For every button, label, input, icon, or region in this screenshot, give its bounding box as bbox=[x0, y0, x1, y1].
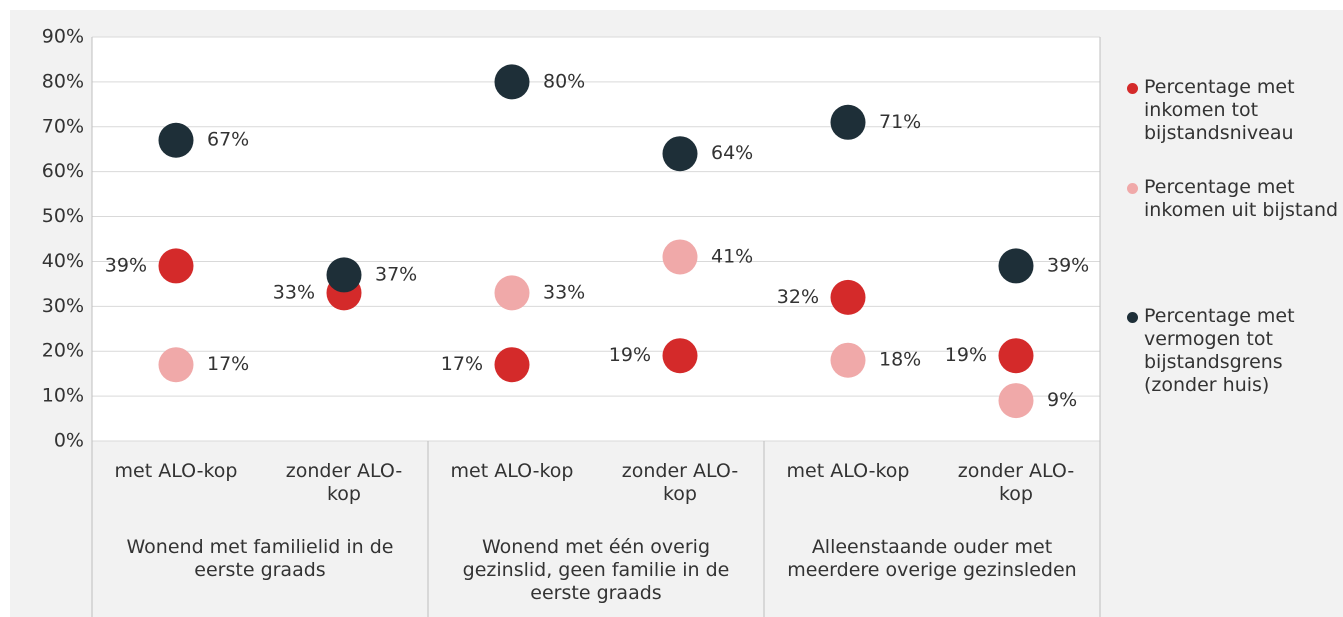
x-tick-label: zonder ALO-kop bbox=[957, 460, 1075, 505]
data-label: 33% bbox=[543, 281, 585, 303]
dot bbox=[662, 136, 698, 172]
data-label: 19% bbox=[945, 344, 987, 366]
legend-marker bbox=[1127, 83, 1138, 94]
chart-svg: 0% 10% 20% 30% 40% 50% 60% 70% 80% 90% 39% 33% 17% 19… bbox=[42, 26, 1101, 617]
legend-label: Percentage met inkomen tot bijstandsnive… bbox=[1144, 76, 1295, 144]
dot bbox=[158, 347, 194, 383]
x-tick-label: zonder ALO-kop bbox=[285, 460, 403, 505]
dot bbox=[494, 347, 530, 383]
data-label: 32% bbox=[777, 286, 819, 308]
dot bbox=[998, 338, 1034, 374]
group-label: Wonend met familielid in de eerste graad… bbox=[126, 536, 394, 581]
plot-area bbox=[92, 37, 1100, 441]
x-tick-label: met ALO-kop bbox=[114, 460, 238, 482]
dot bbox=[830, 104, 866, 140]
y-tick-label: 50% bbox=[42, 205, 84, 227]
data-label: 17% bbox=[441, 353, 483, 375]
dot bbox=[662, 239, 698, 275]
data-label: 19% bbox=[609, 344, 651, 366]
y-tick-label: 70% bbox=[42, 115, 84, 137]
x-tick-label: met ALO-kop bbox=[786, 460, 910, 482]
x-tick-label: zonder ALO-kop bbox=[621, 460, 739, 505]
data-label: 41% bbox=[711, 245, 753, 267]
dot bbox=[830, 279, 866, 315]
dot bbox=[158, 248, 194, 284]
dot bbox=[494, 64, 530, 100]
legend-label: Percentage met vermogen tot bijstandsgre… bbox=[1144, 305, 1295, 396]
y-tick-label: 10% bbox=[42, 385, 84, 407]
legend-marker bbox=[1127, 183, 1138, 194]
data-label: 9% bbox=[1047, 389, 1077, 411]
y-tick-label: 40% bbox=[42, 250, 84, 272]
dot bbox=[662, 338, 698, 374]
data-label: 64% bbox=[711, 142, 753, 164]
data-label: 80% bbox=[543, 70, 585, 92]
legend-item: Percentage met vermogen tot bijstandsgre… bbox=[1127, 305, 1343, 397]
data-label: 67% bbox=[207, 129, 249, 151]
data-label: 39% bbox=[105, 254, 147, 276]
dot bbox=[998, 248, 1034, 284]
legend-item: Percentage met inkomen uit bijstand bbox=[1127, 176, 1343, 222]
data-label: 18% bbox=[879, 349, 921, 371]
dot bbox=[494, 275, 530, 311]
y-tick-label: 0% bbox=[54, 430, 84, 452]
group-label: Alleenstaande ouder met meerdere overige… bbox=[787, 536, 1077, 581]
group-label: Wonend met één overig gezinslid, geen fa… bbox=[462, 536, 730, 604]
dot bbox=[158, 122, 194, 158]
data-label: 37% bbox=[375, 263, 417, 285]
dot bbox=[830, 342, 866, 378]
data-label: 33% bbox=[273, 281, 315, 303]
y-tick-label: 90% bbox=[42, 26, 84, 48]
legend-label: Percentage met inkomen uit bijstand bbox=[1144, 176, 1339, 221]
data-label: 71% bbox=[879, 111, 921, 133]
data-label: 17% bbox=[207, 353, 249, 375]
legend-marker bbox=[1127, 312, 1138, 323]
dot bbox=[998, 383, 1034, 419]
y-tick-label: 80% bbox=[42, 70, 84, 92]
y-tick-label: 20% bbox=[42, 340, 84, 362]
data-label: 39% bbox=[1047, 254, 1089, 276]
y-tick-label: 30% bbox=[42, 295, 84, 317]
x-tick-label: met ALO-kop bbox=[450, 460, 574, 482]
chart: 0% 10% 20% 30% 40% 50% 60% 70% 80% 90% 39% 33% 17% 19… bbox=[10, 10, 1343, 617]
y-tick-label: 60% bbox=[42, 160, 84, 182]
legend-item: Percentage met inkomen tot bijstandsnive… bbox=[1127, 76, 1343, 145]
dot bbox=[326, 257, 362, 293]
